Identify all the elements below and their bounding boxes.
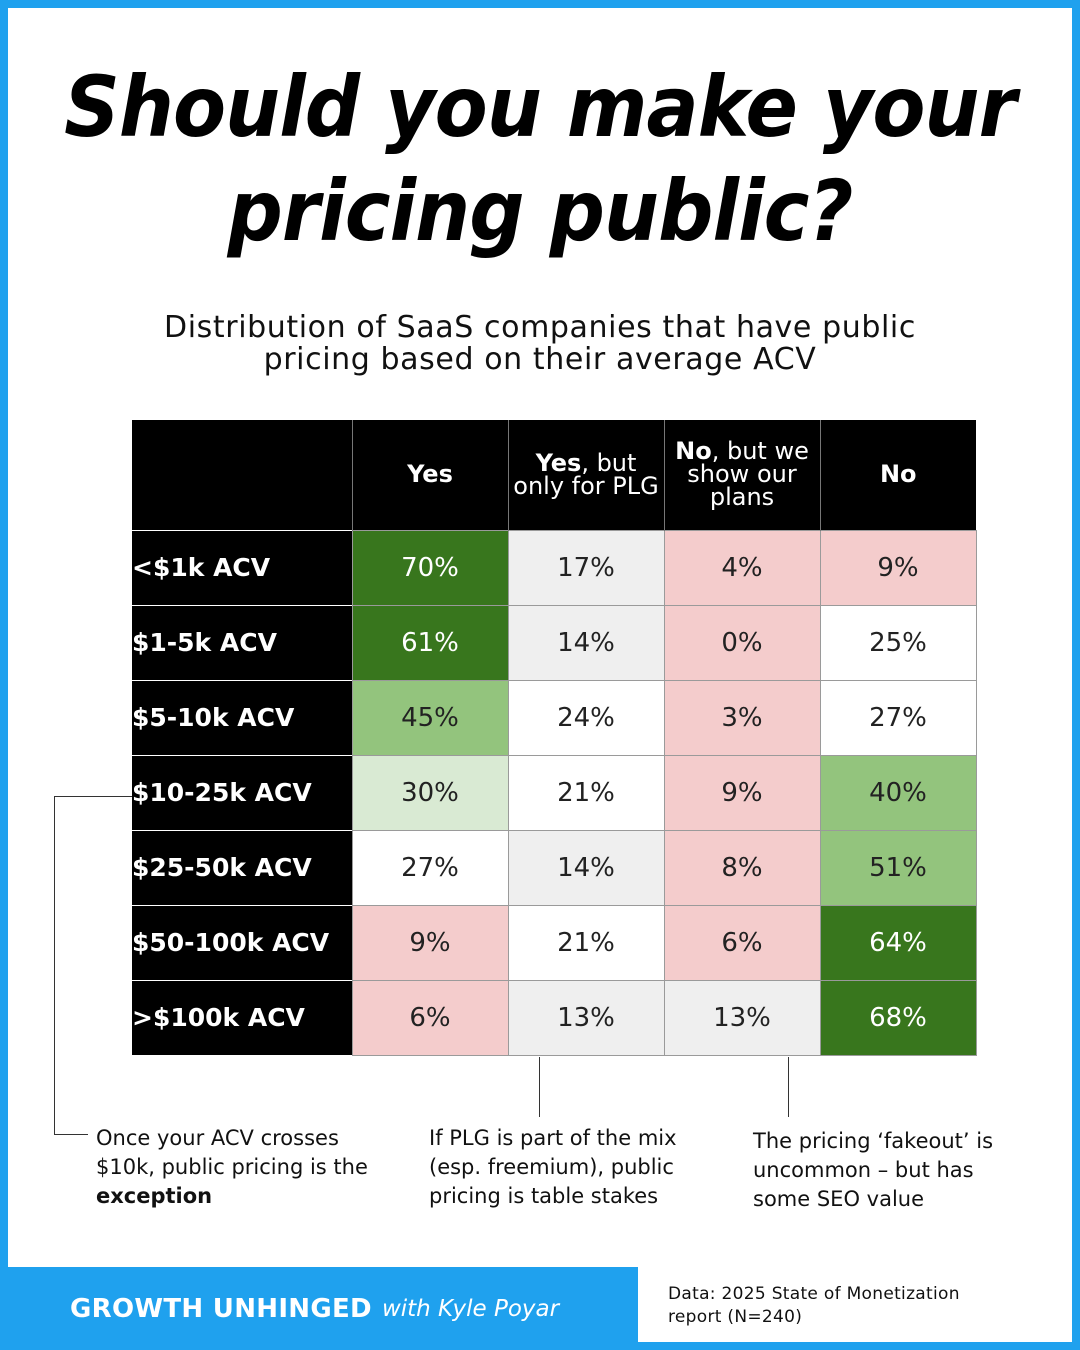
table-cell: 6% xyxy=(351,979,509,1056)
column-header-bold: No xyxy=(675,437,712,466)
chart-subtitle: Distribution of SaaS companies that have… xyxy=(100,312,980,376)
callout-connector-1 xyxy=(54,796,55,1135)
table-cell: 3% xyxy=(663,679,821,756)
table-cell: 27% xyxy=(351,829,509,906)
table-cell: 14% xyxy=(507,604,665,681)
table-cell: 25% xyxy=(819,604,977,681)
table-cell: 4% xyxy=(663,529,821,606)
callout-connector-2 xyxy=(539,1057,540,1117)
callout-connector-1 xyxy=(54,1134,88,1135)
callout-line: (esp. freemium), public xyxy=(429,1155,674,1179)
table-cell: 17% xyxy=(507,529,665,606)
callout-emphasis: exception xyxy=(96,1184,213,1208)
column-header-rest: , but only for PLG xyxy=(513,448,659,500)
table-row: $5-10k ACV 45% 24% 3% 27% xyxy=(132,679,977,756)
title-line-2: pricing public? xyxy=(227,162,854,260)
table-cell: 27% xyxy=(819,679,977,756)
table-row: >$100k ACV 6% 13% 13% 68% xyxy=(132,979,977,1056)
table-cell: 9% xyxy=(819,529,977,606)
column-header: Yes xyxy=(351,420,508,530)
data-source-note: Data: 2025 State of Monetization report … xyxy=(668,1283,1008,1329)
table-row: $10-25k ACV 30% 21% 9% 40% xyxy=(132,754,977,831)
callout-line: $10k, public pricing is the xyxy=(96,1155,368,1179)
callout-connector-3 xyxy=(788,1057,789,1117)
table-cell: 24% xyxy=(507,679,665,756)
column-header-rest: , but we show our plans xyxy=(687,437,809,512)
table-cell: 45% xyxy=(351,679,509,756)
table-cell: 61% xyxy=(351,604,509,681)
column-header: No, but we show our plans xyxy=(663,420,820,530)
table-cell: 21% xyxy=(507,754,665,831)
table-row: $50-100k ACV 9% 21% 6% 64% xyxy=(132,904,977,981)
row-label: $50-100k ACV xyxy=(132,904,352,980)
table-cell: 6% xyxy=(663,904,821,981)
brand-name: GROWTH UNHINGED xyxy=(70,1293,372,1324)
table-cell: 68% xyxy=(819,979,977,1056)
table-cell: 13% xyxy=(507,979,665,1056)
callout-line: pricing is table stakes xyxy=(429,1184,659,1208)
table-cell: 0% xyxy=(663,604,821,681)
pricing-table: Yes Yes, but only for PLG No, but we sho… xyxy=(132,420,977,1056)
table-cell: 51% xyxy=(819,829,977,906)
table-cell: 21% xyxy=(507,904,665,981)
brand-byline: with Kyle Poyar xyxy=(381,1295,560,1322)
table-cell: 8% xyxy=(663,829,821,906)
callout-line: uncommon – but has xyxy=(753,1158,974,1182)
row-label: $25-50k ACV xyxy=(132,829,352,905)
callout-fakeout: The pricing ‘fakeout’ is uncommon – but … xyxy=(753,1127,1043,1214)
column-header-bold: No xyxy=(879,460,917,489)
table-cell: 64% xyxy=(819,904,977,981)
callout-plg: If PLG is part of the mix (esp. freemium… xyxy=(429,1124,729,1211)
table-cell: 9% xyxy=(663,754,821,831)
row-label: >$100k ACV xyxy=(132,979,352,1055)
callout-line: The pricing ‘fakeout’ is xyxy=(753,1129,994,1153)
row-label: $10-25k ACV xyxy=(132,754,352,830)
column-header: No xyxy=(819,420,976,530)
table-cell: 13% xyxy=(663,979,821,1056)
table-cell: 70% xyxy=(351,529,509,606)
table-row: <$1k ACV 70% 17% 4% 9% xyxy=(132,529,977,606)
callout-acv-threshold: Once your ACV crosses $10k, public prici… xyxy=(96,1124,416,1211)
page-title: Should you make your pricing public? xyxy=(43,55,1037,263)
table-header-row: Yes Yes, but only for PLG No, but we sho… xyxy=(132,420,976,530)
table-cell: 30% xyxy=(351,754,509,831)
column-header: Yes, but only for PLG xyxy=(507,420,664,530)
table-row: $25-50k ACV 27% 14% 8% 51% xyxy=(132,829,977,906)
callout-line: Once your ACV crosses xyxy=(96,1126,339,1150)
table-body: <$1k ACV 70% 17% 4% 9% $1-5k ACV 61% 14% 0% 25% $5… xyxy=(132,529,977,1056)
column-header-bold: Yes xyxy=(535,448,582,477)
row-label: $5-10k ACV xyxy=(132,679,352,755)
subtitle-line-2: pricing based on their average ACV xyxy=(263,342,817,377)
table-cell: 14% xyxy=(507,829,665,906)
callout-connector-1 xyxy=(54,796,132,797)
source-line-1: Data: 2025 State of Monetization xyxy=(668,1284,960,1304)
column-header-bold: Yes xyxy=(407,460,453,489)
source-line-2: report (N=240) xyxy=(668,1307,803,1327)
row-label: <$1k ACV xyxy=(132,529,352,605)
table-cell: 9% xyxy=(351,904,509,981)
title-line-1: Should you make your xyxy=(64,58,1017,156)
subtitle-line-1: Distribution of SaaS companies that have… xyxy=(164,310,916,345)
row-label: $1-5k ACV xyxy=(132,604,352,680)
table-row: $1-5k ACV 61% 14% 0% 25% xyxy=(132,604,977,681)
brand-banner: GROWTH UNHINGED with Kyle Poyar xyxy=(0,1267,638,1350)
callout-line: some SEO value xyxy=(753,1187,925,1211)
callout-line: If PLG is part of the mix xyxy=(429,1126,677,1150)
header-corner xyxy=(132,420,352,530)
table-cell: 40% xyxy=(819,754,977,831)
